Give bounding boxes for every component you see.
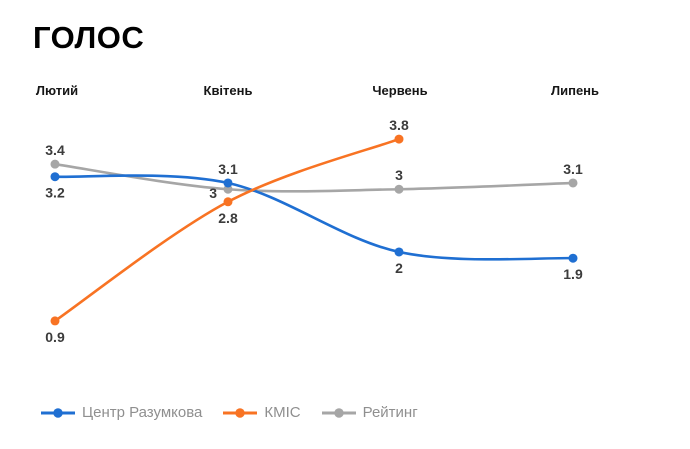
chart-title: ГОЛОС [33,20,145,55]
x-tick-june: Червень [372,83,428,98]
series-line-0 [53,174,575,261]
series-line-2 [53,162,575,193]
point-value-label: 3.4 [45,142,65,158]
x-tick-april: Квітень [203,83,253,98]
legend-item-kmis[interactable]: КМІС [222,404,301,421]
point-value-label: 3.1 [563,161,583,177]
point-value-label: 0.9 [45,329,65,345]
data-point[interactable] [223,178,233,188]
legend-label: Центр Разумкова [82,404,203,421]
point-value-label: 3.8 [389,117,409,133]
legend-line-marker-icon [321,407,356,418]
data-point[interactable] [50,159,60,169]
point-value-label: 2.8 [218,210,238,226]
data-point[interactable] [50,172,60,182]
legend-label: Рейтинг [362,404,418,421]
point-value-label: 3 [209,185,217,201]
x-tick-july: Липень [550,83,600,98]
chart-legend: Центр Разумкова КМІС Рейтинг [40,404,418,421]
data-point[interactable] [568,253,578,263]
point-value-label: 3 [395,167,403,183]
legend-line-marker-icon [41,407,75,418]
point-value-label: 2 [395,260,403,276]
data-point[interactable] [394,134,404,144]
legend-label: КМІС [264,404,301,421]
x-tick-february: Лютий [35,83,79,98]
data-point[interactable] [223,197,233,207]
legend-item-reityng[interactable]: Рейтинг [321,404,418,421]
legend-line-marker-icon [223,407,258,418]
data-point[interactable] [568,178,578,188]
legend-item-tsentr-razumkova[interactable]: Центр Разумкова [40,404,202,421]
data-point[interactable] [223,184,233,194]
data-point[interactable] [394,184,404,194]
data-point[interactable] [394,247,404,257]
point-value-label: 1.9 [563,266,583,282]
data-point[interactable] [50,316,60,326]
point-value-label: 3.1 [218,161,238,177]
point-value-label: 3.2 [45,185,65,201]
